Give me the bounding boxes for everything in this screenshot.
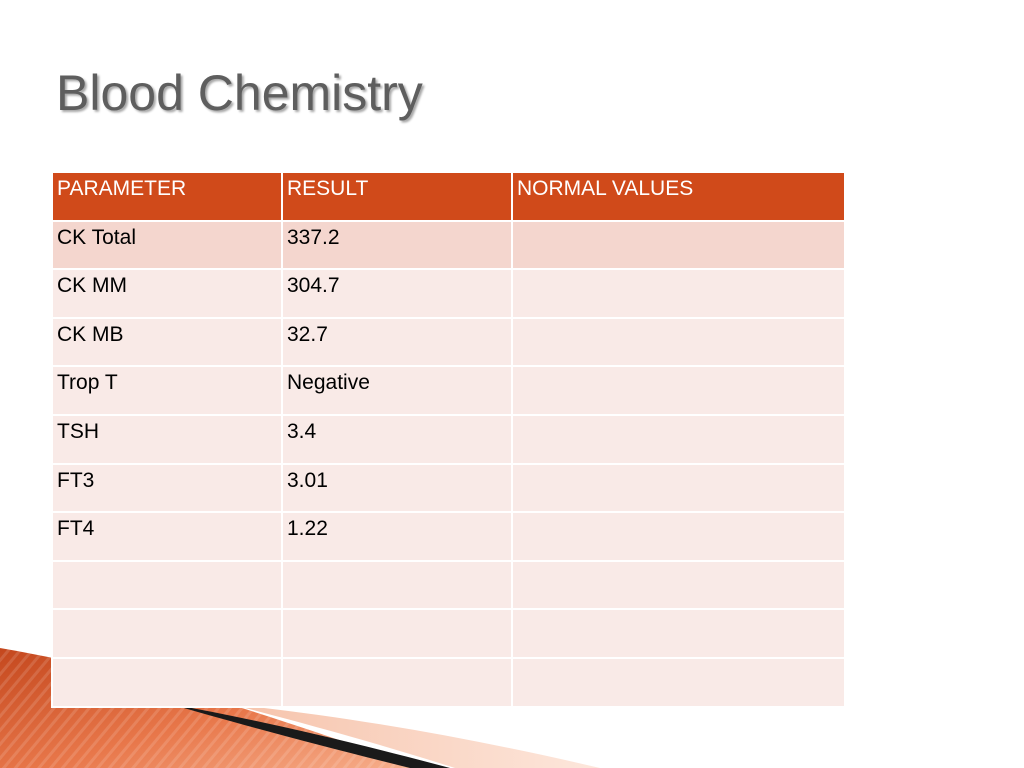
normal-values-cell bbox=[511, 413, 846, 465]
normal-values-cell bbox=[511, 365, 846, 416]
table-row: CK MM 304.7 bbox=[51, 268, 846, 319]
result-cell bbox=[281, 656, 513, 708]
normal-values-cell bbox=[511, 656, 846, 708]
normal-values-cell bbox=[511, 268, 846, 319]
table-row: Trop T Negative bbox=[51, 365, 846, 416]
normal-values-cell bbox=[511, 608, 846, 659]
table-row: FT3 3.01 bbox=[51, 462, 846, 514]
table-row: TSH 3.4 bbox=[51, 413, 846, 465]
table-row: CK MB 32.7 bbox=[51, 316, 846, 368]
parameter-cell: TSH bbox=[51, 413, 283, 465]
column-header-result: RESULT bbox=[281, 171, 513, 222]
parameter-cell bbox=[51, 559, 283, 611]
result-cell: 3.4 bbox=[281, 413, 513, 465]
normal-values-cell bbox=[511, 316, 846, 368]
result-cell bbox=[281, 559, 513, 611]
table-row: FT4 1.22 bbox=[51, 511, 846, 562]
result-cell bbox=[281, 608, 513, 659]
parameter-cell: FT3 bbox=[51, 462, 283, 514]
parameter-cell bbox=[51, 608, 283, 659]
result-cell: 304.7 bbox=[281, 268, 513, 319]
parameter-cell: CK MB bbox=[51, 316, 283, 368]
parameter-cell: CK Total bbox=[51, 219, 283, 271]
normal-values-cell bbox=[511, 219, 846, 271]
result-cell: 337.2 bbox=[281, 219, 513, 271]
table-row: CK Total 337.2 bbox=[51, 219, 846, 271]
parameter-cell: CK MM bbox=[51, 268, 283, 319]
column-header-parameter: PARAMETER bbox=[51, 171, 283, 222]
blood-chemistry-table: PARAMETER RESULT NORMAL VALUES CK Total … bbox=[51, 171, 846, 708]
normal-values-cell bbox=[511, 559, 846, 611]
normal-values-cell bbox=[511, 511, 846, 562]
parameter-cell: FT4 bbox=[51, 511, 283, 562]
result-cell: 1.22 bbox=[281, 511, 513, 562]
parameter-cell bbox=[51, 656, 283, 708]
table-row bbox=[51, 608, 846, 659]
table-row bbox=[51, 656, 846, 708]
result-cell: Negative bbox=[281, 365, 513, 416]
normal-values-cell bbox=[511, 462, 846, 514]
slide-title: Blood Chemistry bbox=[56, 65, 423, 121]
table-row bbox=[51, 559, 846, 611]
result-cell: 3.01 bbox=[281, 462, 513, 514]
result-cell: 32.7 bbox=[281, 316, 513, 368]
parameter-cell: Trop T bbox=[51, 365, 283, 416]
column-header-normal-values: NORMAL VALUES bbox=[511, 171, 846, 222]
table-header-row: PARAMETER RESULT NORMAL VALUES bbox=[51, 171, 846, 222]
